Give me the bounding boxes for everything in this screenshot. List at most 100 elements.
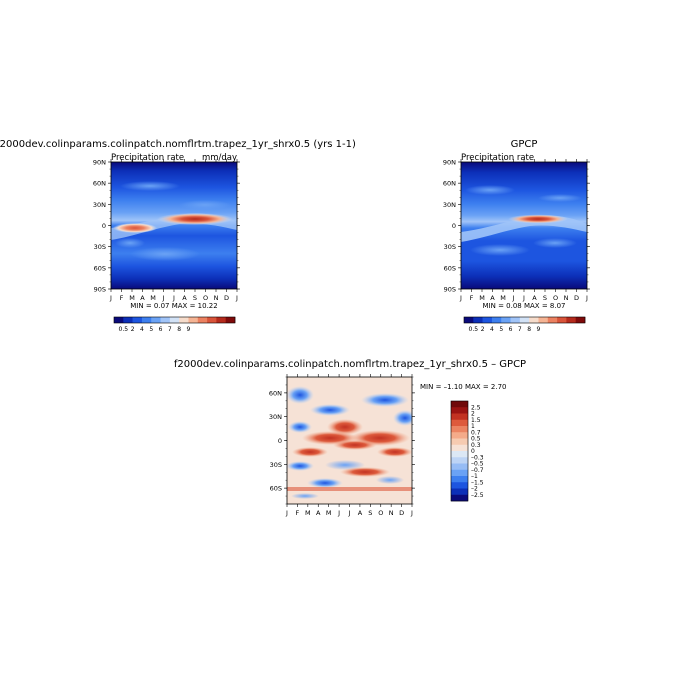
panel-model-colorbar: 0.5 2 4 5 6 7 8 9	[113, 316, 236, 333]
x-tick-label: M	[479, 294, 485, 302]
colorbar-frame	[450, 400, 469, 502]
colorbar-label: –0.7	[471, 467, 484, 474]
colorbar-swatch	[557, 317, 567, 323]
y-tick-label: 60S	[94, 264, 106, 272]
panel-model-stats: MIN = 0.07 MAX = 10.22	[130, 302, 217, 310]
colorbar-swatch	[473, 317, 483, 323]
colorbar-swatch	[529, 317, 539, 323]
x-tick-label: F	[470, 294, 474, 302]
x-tick-label: M	[500, 294, 506, 302]
x-tick-label: O	[553, 294, 558, 302]
colorbar-swatch	[160, 317, 171, 323]
x-tick-label: A	[358, 509, 363, 517]
colorbar-swatch	[464, 317, 474, 323]
x-tick-label: M	[305, 509, 311, 517]
colorbar-label: 0.5	[469, 326, 479, 333]
x-tick-label: M	[326, 509, 332, 517]
x-tick-label: A	[140, 294, 145, 302]
colorbar-label: 1.5	[471, 417, 481, 424]
panel-gpcp-colorbar: 0.5 2 4 5 6 7 8 9	[463, 316, 586, 333]
y-tick-label: 30S	[270, 461, 282, 469]
y-tick-label: 30N	[93, 201, 106, 209]
colorbar-swatch	[451, 469, 468, 477]
y-tick-label: 30S	[94, 243, 106, 251]
colorbar-swatch	[451, 407, 468, 414]
colorbar-label: 4	[140, 326, 144, 333]
x-tick-label: J	[172, 294, 175, 302]
panel-gpcp-subtitle: Precipitation rate	[461, 153, 534, 163]
colorbar-swatch	[501, 317, 511, 323]
colorbar-label: 1	[471, 423, 475, 430]
panel-model-subtitle: Precipitation rate	[111, 153, 184, 163]
colorbar-swatch	[451, 451, 468, 458]
x-tick-label: F	[296, 509, 300, 517]
panel-model-units: mm/day	[202, 153, 237, 163]
x-tick-label: J	[337, 509, 340, 517]
colorbar-label: 7	[518, 326, 522, 333]
x-tick-label: O	[203, 294, 208, 302]
colorbar-swatch	[482, 317, 493, 323]
colorbar-swatch	[451, 457, 468, 464]
x-tick-label: J	[162, 294, 165, 302]
x-tick-label: D	[399, 509, 404, 517]
panel-model-title: f2000dev.colinparams.colinpatch.nomflrtm…	[0, 139, 356, 150]
colorbar-label: 0.5	[471, 436, 481, 443]
x-tick-label: J	[348, 509, 351, 517]
colorbar-swatch	[575, 317, 586, 323]
colorbar-label: 7	[168, 326, 172, 333]
y-tick-label: 30N	[269, 413, 282, 421]
x-tick-label: J	[235, 294, 238, 302]
x-tick-label: J	[522, 294, 525, 302]
x-tick-label: A	[532, 294, 537, 302]
colorbar-label: 2.5	[471, 404, 481, 411]
colorbar-swatch	[510, 317, 521, 323]
panel-gpcp-title: GPCP	[511, 139, 538, 150]
colorbar-swatch	[169, 317, 180, 323]
panel-model-field	[111, 162, 237, 289]
colorbar-label: –1.5	[471, 479, 484, 486]
colorbar-label: 2	[131, 326, 135, 333]
panel-difference-field	[287, 377, 412, 504]
colorbar-swatch	[547, 317, 558, 323]
colorbar-label: 0.5	[119, 326, 129, 333]
y-tick-label: 90S	[444, 286, 456, 294]
colorbar-label: 5	[149, 326, 153, 333]
colorbar-label: 8	[177, 326, 181, 333]
x-tick-label: J	[585, 294, 588, 302]
colorbar-swatch	[216, 317, 226, 323]
y-tick-label: 30S	[444, 243, 456, 251]
colorbar-swatch	[123, 317, 133, 323]
colorbar-swatch	[451, 426, 468, 433]
x-tick-label: J	[109, 294, 112, 302]
x-tick-label: S	[543, 294, 547, 302]
x-tick-label: A	[490, 294, 495, 302]
colorbar-label: 2	[471, 411, 475, 418]
colorbar-swatch	[451, 438, 468, 446]
colorbar-swatch	[451, 419, 468, 427]
x-tick-label: S	[368, 509, 372, 517]
x-tick-label: D	[574, 294, 579, 302]
panel-model: f2000dev.colinparams.colinpatch.nomflrtm…	[0, 139, 356, 333]
y-tick-label: 90N	[93, 159, 106, 167]
colorbar-swatch	[451, 463, 468, 471]
x-tick-label: N	[564, 294, 569, 302]
colorbar-label: –1	[471, 473, 478, 480]
panel-difference-colorbar: 2.521.510.70.50.30–0.3–0.5–0.7–1–1.5–2–2…	[450, 400, 484, 502]
x-tick-label: A	[182, 294, 187, 302]
panel-gpcp-field	[461, 162, 587, 289]
y-tick-label: 0	[452, 222, 456, 230]
y-tick-label: 0	[102, 222, 106, 230]
colorbar-label: 6	[159, 326, 163, 333]
panel-difference-title: f2000dev.colinparams.colinpatch.nomflrtm…	[174, 359, 526, 370]
colorbar-swatch	[519, 317, 530, 323]
y-tick-label: 60N	[93, 180, 106, 188]
y-tick-label: 60S	[270, 485, 282, 493]
colorbar-label: 5	[499, 326, 503, 333]
y-tick-label: 90S	[94, 286, 106, 294]
colorbar-swatch	[566, 317, 576, 323]
colorbar-label: 9	[537, 326, 541, 333]
colorbar-label: –2	[471, 486, 478, 493]
y-tick-label: 0	[278, 437, 282, 445]
